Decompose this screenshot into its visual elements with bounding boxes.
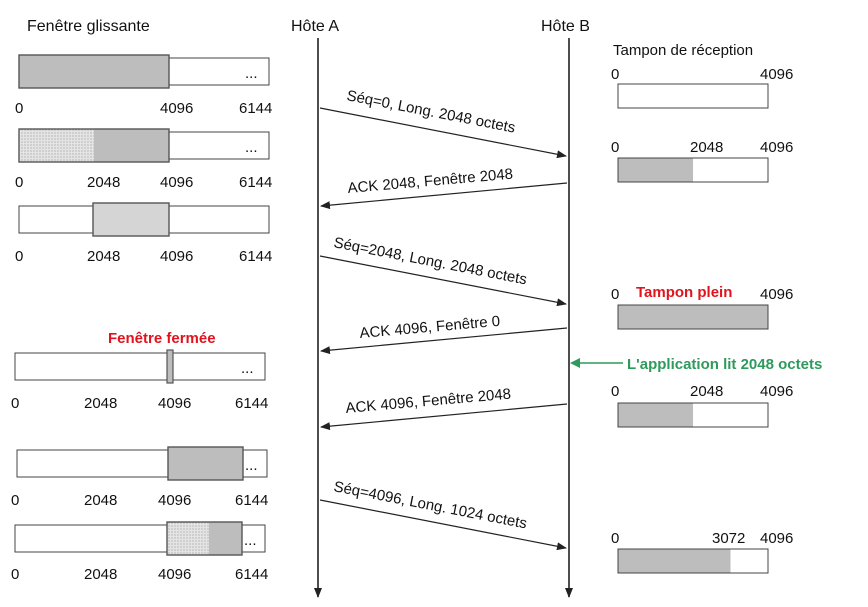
window-tick-label: 0 xyxy=(11,395,19,412)
ack-2-arrow xyxy=(320,327,568,355)
send-window xyxy=(92,202,170,237)
window-dots: ... xyxy=(241,360,254,377)
sent-unacked-segment xyxy=(209,522,242,555)
ack-1-arrow xyxy=(320,182,568,210)
buffer-box xyxy=(617,83,769,109)
buffer-tick-label: 4096 xyxy=(760,139,793,156)
ack-2-label: ACK 4096, Fenêtre 0 xyxy=(359,313,501,342)
window-tick-label: 4096 xyxy=(160,100,193,117)
window-tick-label: 6144 xyxy=(235,566,268,583)
window-dots: ... xyxy=(245,457,258,474)
window-tick-label: 6144 xyxy=(239,248,272,265)
sent-unacked-segment xyxy=(94,129,169,162)
ack-3-label: ACK 4096, Fenêtre 2048 xyxy=(345,386,512,417)
segment-2-label: Séq=2048, Long. 2048 octets xyxy=(332,234,528,288)
window-tick-label: 4096 xyxy=(158,566,191,583)
window-dots: ... xyxy=(245,139,258,156)
buffer-fill xyxy=(618,158,693,182)
receive-buffer-4: 0 2048 4096 xyxy=(611,383,793,428)
buffer-tick-label: 2048 xyxy=(690,139,723,156)
window-tick-label: 2048 xyxy=(84,566,117,583)
buffer-tick-label: 0 xyxy=(611,286,619,303)
buffer-fill xyxy=(618,305,768,329)
window-tick-label: 0 xyxy=(11,566,19,583)
window-tick-label: 6144 xyxy=(239,174,272,191)
app-reads-note: L'application lit 2048 octets xyxy=(627,356,822,373)
window-tick-label: 0 xyxy=(15,100,23,117)
buffer-tick-label: 4096 xyxy=(760,66,793,83)
window-tick-label: 2048 xyxy=(84,492,117,509)
segment-1-arrow xyxy=(319,107,567,159)
sent-unacked-segment xyxy=(167,522,209,555)
window-row-3: 0 2048 4096 6144 xyxy=(15,202,272,265)
buffer-tick-label: 2048 xyxy=(690,383,723,400)
window-row-1: ... 0 4096 6144 xyxy=(15,54,272,117)
window-tick-label: 0 xyxy=(11,492,19,509)
app-read-pointer-head xyxy=(570,358,580,368)
segment-3-label: Séq=4096, Long. 1024 octets xyxy=(332,478,528,532)
buffer-fill xyxy=(618,549,731,573)
send-window xyxy=(167,446,244,481)
window-tick-label: 2048 xyxy=(87,174,120,191)
receive-buffer-1: 0 4096 xyxy=(611,66,793,109)
window-row-6: ... 0 2048 4096 6144 xyxy=(11,521,268,583)
sliding-window-heading: Fenêtre glissante xyxy=(27,18,150,35)
segment-2-arrow xyxy=(319,255,567,307)
buffer-tick-label: 3072 xyxy=(712,530,745,547)
window-tick-label: 4096 xyxy=(158,492,191,509)
buffer-tick-label: 4096 xyxy=(760,383,793,400)
sent-unacked-segment xyxy=(19,129,94,162)
buffer-tick-label: 0 xyxy=(611,139,619,156)
window-dots: ... xyxy=(245,65,258,82)
buffer-full-note: Tampon plein xyxy=(636,284,732,301)
window-row-4: ... 0 2048 4096 6144 xyxy=(11,349,268,412)
buffer-tick-label: 0 xyxy=(611,66,619,83)
buffer-tick-label: 4096 xyxy=(760,286,793,303)
window-tick-label: 6144 xyxy=(235,395,268,412)
window-tick-label: 0 xyxy=(15,174,23,191)
send-window xyxy=(18,128,170,163)
buffer-box xyxy=(617,157,769,183)
window-tick-label: 2048 xyxy=(84,395,117,412)
buffer-fill xyxy=(618,403,693,427)
window-row-5: ... 0 2048 4096 6144 xyxy=(11,446,268,509)
window-tick-label: 6144 xyxy=(235,492,268,509)
segment-3-arrow xyxy=(319,499,567,551)
window-tick-label: 4096 xyxy=(158,395,191,412)
window-tick-label: 2048 xyxy=(87,248,120,265)
send-window xyxy=(18,54,170,89)
window-tick-label: 4096 xyxy=(160,174,193,191)
buffer-box xyxy=(617,548,769,574)
window-tick-label: 4096 xyxy=(160,248,193,265)
receive-buffer-3: 0 Tampon plein 4096 xyxy=(611,284,793,330)
window-closed-note: Fenêtre fermée xyxy=(108,330,216,347)
host-a-heading: Hôte A xyxy=(291,18,339,35)
buffer-tick-label: 4096 xyxy=(760,530,793,547)
window-dots: ... xyxy=(244,532,257,549)
host-b-heading: Hôte B xyxy=(541,18,590,35)
receive-buffer-heading: Tampon de réception xyxy=(613,42,753,59)
window-bar xyxy=(14,352,266,381)
ack-1-label: ACK 2048, Fenêtre 2048 xyxy=(347,166,514,197)
ack-3-arrow xyxy=(320,403,568,431)
window-row-2: ... 0 2048 4096 6144 xyxy=(15,128,272,191)
send-window-closed xyxy=(166,349,174,384)
send-window xyxy=(166,521,243,556)
receive-buffer-2: 0 2048 4096 xyxy=(611,139,793,183)
buffer-tick-label: 0 xyxy=(611,383,619,400)
buffer-box xyxy=(617,402,769,428)
receive-buffer-5: 0 3072 4096 xyxy=(611,530,793,574)
buffer-tick-label: 0 xyxy=(611,530,619,547)
window-tick-label: 0 xyxy=(15,248,23,265)
buffer-box xyxy=(617,304,769,330)
window-tick-label: 6144 xyxy=(239,100,272,117)
